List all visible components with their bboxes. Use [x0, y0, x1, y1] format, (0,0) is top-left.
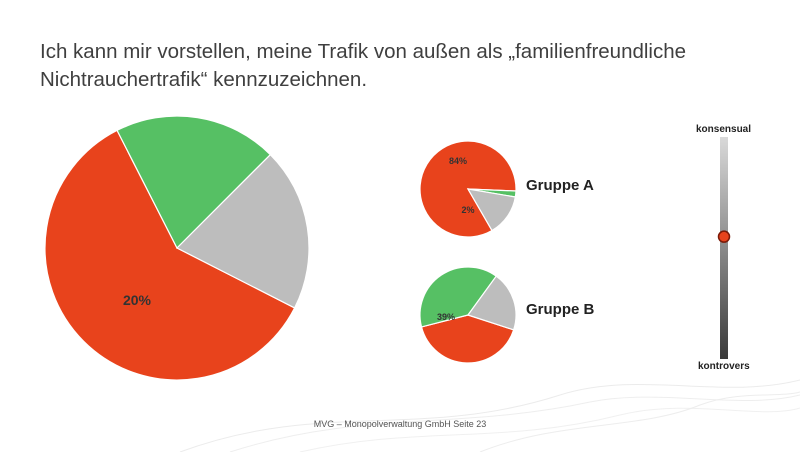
slide-title: Ich kann mir vorstellen, meine Trafik vo…	[40, 40, 687, 91]
footer: MVG – Monopolverwaltung GmbH Seite 23	[313, 419, 487, 429]
pie-slice	[419, 266, 498, 328]
scale-bottom-label: kontrovers	[698, 361, 750, 372]
pie-slice	[175, 153, 310, 309]
pie-slice	[420, 314, 515, 364]
consensus-scale	[717, 137, 731, 359]
pie-total: 60%20%	[44, 115, 310, 381]
smoke-decoration	[179, 379, 800, 452]
slice-label: 20%	[123, 292, 152, 308]
scale-top-label: konsensual	[696, 124, 752, 135]
slice-label: 84%	[449, 156, 467, 166]
pie-slice	[116, 115, 272, 250]
pie-slice	[419, 140, 517, 238]
scale-marker	[717, 230, 731, 243]
slice-label: 2%	[461, 205, 474, 215]
pie-slice	[467, 275, 517, 331]
gruppe-a-label: Gruppe A	[526, 177, 594, 194]
pie-slice	[466, 188, 517, 232]
pie-gruppe-a: 84% 2%	[419, 140, 517, 238]
pie-gruppe-b: 41%39%	[419, 266, 517, 364]
pie-slice	[44, 129, 296, 381]
scale-bar	[720, 137, 728, 359]
slice-label: 39%	[437, 312, 455, 322]
gruppe-b-label: Gruppe B	[526, 301, 595, 318]
